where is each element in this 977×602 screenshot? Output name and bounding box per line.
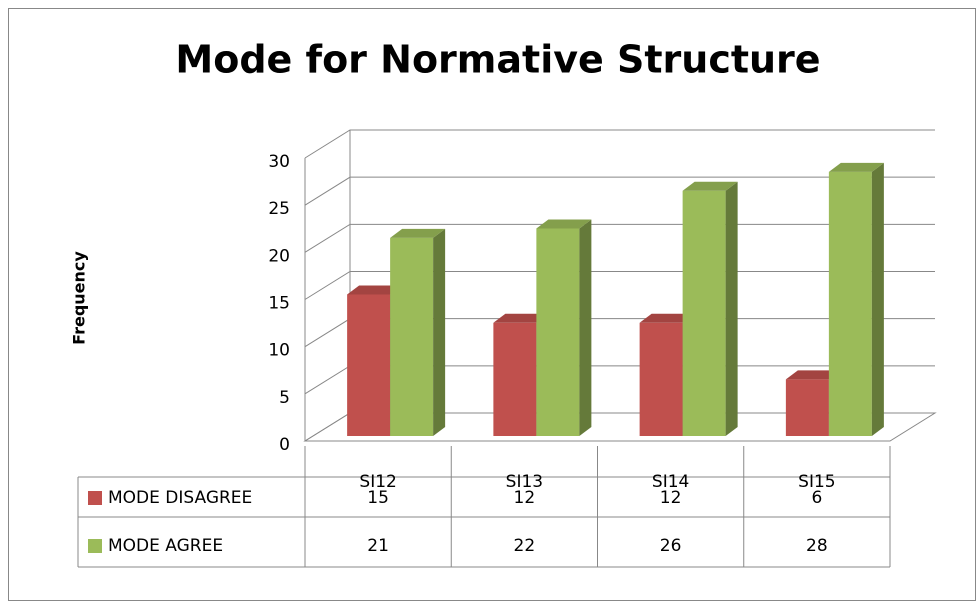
table-value: 6 (811, 488, 822, 508)
bar (828, 162, 884, 436)
grid-line (304, 223, 935, 253)
y-tick-label: 20 (268, 246, 290, 266)
legend-swatch (88, 491, 102, 505)
y-tick-label: 10 (268, 341, 290, 361)
y-tick-label: 0 (279, 435, 290, 455)
grid-line (304, 129, 935, 159)
bar-front (536, 228, 580, 436)
grid-line (304, 176, 935, 206)
bar (682, 181, 738, 436)
x-tick-label: SI15 (798, 472, 835, 492)
bar-front (682, 190, 726, 436)
legend-swatch (88, 539, 102, 553)
table-value: 28 (806, 536, 828, 556)
table-value: 15 (367, 488, 389, 508)
bar-front (390, 237, 434, 436)
bar-top (347, 285, 403, 295)
legend-label: MODE DISAGREE (108, 488, 252, 508)
bar-top (493, 313, 549, 323)
y-axis-label: Frequency (70, 251, 89, 345)
bar (536, 219, 592, 436)
x-tick-label: SI13 (506, 472, 543, 492)
table-value: 12 (514, 488, 536, 508)
bar-front (828, 171, 872, 436)
bar-top (785, 370, 841, 380)
legend-label: MODE AGREE (108, 536, 223, 556)
y-tick-label: 30 (268, 152, 290, 172)
bar-side (871, 162, 884, 436)
bar-front (639, 322, 683, 436)
bar (390, 228, 446, 436)
bar-top (639, 313, 695, 323)
table-value: 12 (660, 488, 682, 508)
bar-front (785, 379, 829, 436)
x-tick-label: SI14 (652, 472, 689, 492)
grid-line (304, 271, 935, 300)
x-tick-label: SI12 (359, 472, 396, 492)
bar-top (682, 181, 738, 191)
table-value: 22 (514, 536, 536, 556)
chart-title: Mode for Normative Structure (175, 38, 820, 82)
bar-top (536, 219, 592, 229)
y-tick-label: 25 (268, 199, 290, 219)
table-value: 21 (367, 536, 389, 556)
y-tick-label: 5 (279, 388, 290, 408)
bar-side (433, 228, 446, 436)
y-tick-label: 15 (268, 294, 290, 314)
table-value: 26 (660, 536, 682, 556)
bar-side (579, 219, 592, 436)
bar-top (390, 228, 446, 238)
bar-side (725, 181, 738, 436)
bar-top (828, 162, 884, 172)
bar-front (493, 322, 537, 436)
bar-front (347, 294, 391, 436)
